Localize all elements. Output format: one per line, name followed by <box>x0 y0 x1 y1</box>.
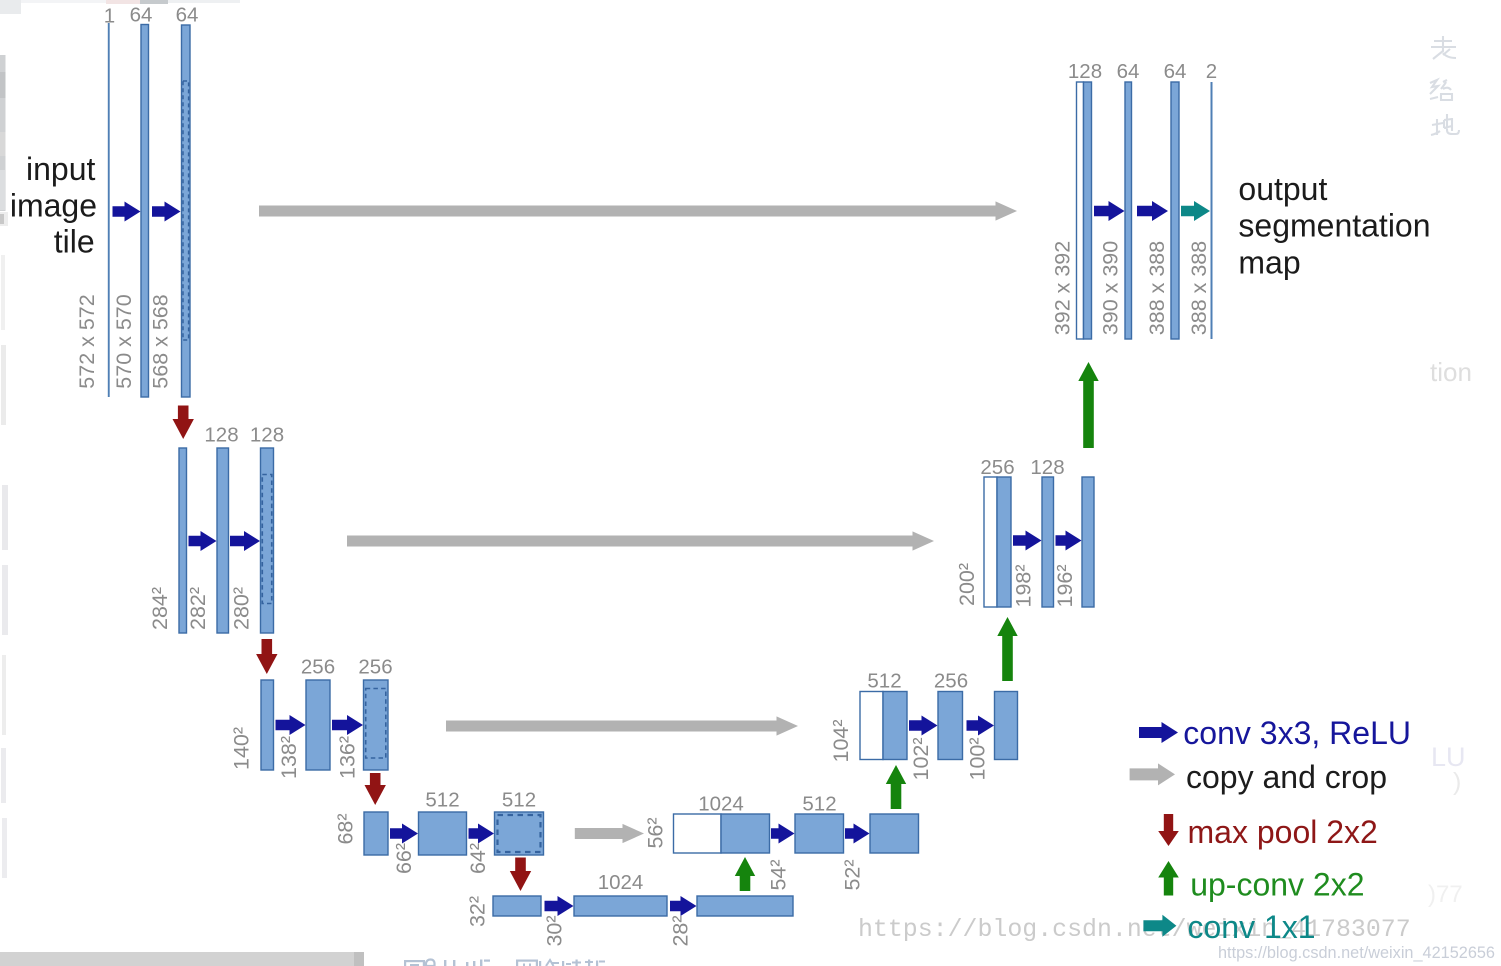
svg-text:100²: 100² <box>966 737 990 780</box>
svg-text:32²: 32² <box>466 896 490 927</box>
svg-text:572 x 572: 572 x 572 <box>75 294 99 388</box>
svg-text:30²: 30² <box>543 915 567 946</box>
svg-text:max pool 2x2: max pool 2x2 <box>1188 814 1378 850</box>
svg-text:392 x 392: 392 x 392 <box>1050 241 1074 335</box>
svg-text:tion: tion <box>1430 357 1472 387</box>
svg-text:image: image <box>10 188 97 224</box>
svg-text:390 x 390: 390 x 390 <box>1099 241 1123 335</box>
svg-text:200²: 200² <box>955 563 979 606</box>
svg-text:64: 64 <box>130 4 153 27</box>
svg-text:copy and crop: copy and crop <box>1186 759 1387 795</box>
svg-text:512: 512 <box>425 789 459 812</box>
svg-text:128: 128 <box>250 424 284 447</box>
svg-text:segmentation: segmentation <box>1238 208 1430 244</box>
svg-text:conv 1x1: conv 1x1 <box>1188 909 1316 945</box>
svg-text:128: 128 <box>204 424 238 447</box>
svg-text:2: 2 <box>1206 60 1217 83</box>
svg-text:198²: 198² <box>1012 564 1036 607</box>
svg-text:up-conv 2x2: up-conv 2x2 <box>1190 867 1364 903</box>
svg-text:https://blog.csdn.net/weixin_4: https://blog.csdn.net/weixin_41783077 <box>858 916 1411 944</box>
svg-text:136²: 136² <box>336 736 360 779</box>
svg-text:568 x 568: 568 x 568 <box>149 294 173 388</box>
svg-text:570 x 570: 570 x 570 <box>112 294 136 388</box>
svg-text:): ) <box>1453 768 1461 796</box>
svg-text:64²: 64² <box>466 843 490 874</box>
svg-text:output: output <box>1238 171 1327 207</box>
svg-text:128: 128 <box>1030 456 1064 479</box>
svg-text:https://blog.csdn.net/weixin_4: https://blog.csdn.net/weixin_42152656 <box>1218 944 1495 962</box>
svg-text:1024: 1024 <box>598 871 644 894</box>
svg-text:512: 512 <box>802 793 836 816</box>
svg-text:284²: 284² <box>148 587 172 630</box>
svg-text:66²: 66² <box>392 843 416 874</box>
svg-text:64: 64 <box>1164 60 1187 83</box>
svg-text:68²: 68² <box>334 813 358 844</box>
svg-text:102²: 102² <box>909 737 933 780</box>
svg-text:tile: tile <box>54 224 95 260</box>
svg-text:196²: 196² <box>1053 564 1077 607</box>
svg-text:140²: 140² <box>229 727 253 770</box>
svg-text:256: 256 <box>301 656 335 679</box>
svg-text:138²: 138² <box>277 736 301 779</box>
svg-text:256: 256 <box>358 656 392 679</box>
svg-text:conv 3x3, ReLU: conv 3x3, ReLU <box>1183 715 1411 751</box>
svg-text:64: 64 <box>1117 60 1140 83</box>
svg-text:54²: 54² <box>767 859 791 890</box>
svg-text:LU: LU <box>1431 742 1466 772</box>
svg-text:128: 128 <box>1068 60 1102 83</box>
svg-text:map: map <box>1238 244 1300 280</box>
svg-text:388 x 388: 388 x 388 <box>1145 241 1169 335</box>
svg-text:104²: 104² <box>829 719 853 762</box>
svg-text:64: 64 <box>176 4 199 27</box>
svg-text:)77: )77 <box>1428 881 1463 908</box>
svg-text:256: 256 <box>934 670 968 693</box>
svg-text:52²: 52² <box>841 859 865 890</box>
svg-text:28²: 28² <box>669 915 693 946</box>
svg-text:512: 512 <box>502 789 536 812</box>
svg-text:256: 256 <box>980 456 1014 479</box>
svg-text:56²: 56² <box>644 817 668 848</box>
svg-text:282²: 282² <box>186 587 210 630</box>
svg-text:280²: 280² <box>230 587 254 630</box>
svg-text:388 x 388: 388 x 388 <box>1187 241 1211 335</box>
svg-text:1024: 1024 <box>698 793 744 816</box>
svg-text:1: 1 <box>104 5 115 28</box>
svg-text:512: 512 <box>867 670 901 693</box>
svg-text:input: input <box>26 151 96 187</box>
